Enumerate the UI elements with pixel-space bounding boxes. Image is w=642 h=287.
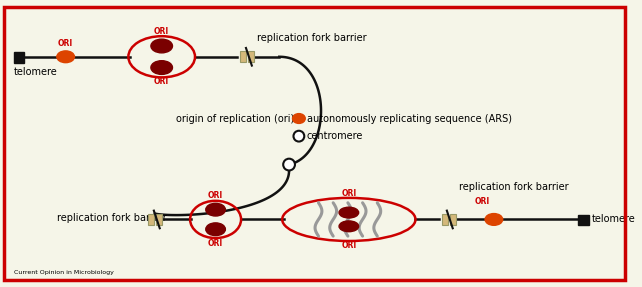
Text: autonomously replicating sequence (ARS): autonomously replicating sequence (ARS) [307,114,512,123]
Text: replication fork barrier: replication fork barrier [257,33,367,43]
Text: ORI: ORI [342,189,356,198]
Bar [248,51,254,62]
Text: centromere: centromere [307,131,363,141]
Ellipse shape [151,61,173,74]
Text: ORI: ORI [58,39,73,48]
Bar [442,214,448,225]
Ellipse shape [293,131,304,141]
Text: replication fork barrier: replication fork barrier [57,214,166,224]
Text: Current Opinion in Microbiology: Current Opinion in Microbiology [13,270,114,275]
Text: ORI: ORI [474,197,490,206]
Ellipse shape [339,221,359,232]
Ellipse shape [293,114,305,123]
Text: ORI: ORI [154,77,169,86]
Bar [450,214,456,225]
Text: telomere: telomere [592,214,636,224]
Ellipse shape [339,207,359,218]
Bar [13,52,24,63]
Ellipse shape [57,51,74,63]
Ellipse shape [485,214,503,225]
Text: ORI: ORI [154,27,169,36]
Bar [240,51,246,62]
Ellipse shape [206,223,225,236]
Bar [578,215,589,225]
Ellipse shape [283,159,295,170]
Bar [156,214,162,225]
Text: ORI: ORI [208,239,223,248]
Ellipse shape [206,203,225,216]
Text: telomere: telomere [13,67,58,77]
Text: ORI: ORI [342,241,356,250]
Text: replication fork barrier: replication fork barrier [458,182,568,192]
Text: origin of replication (ori): origin of replication (ori) [176,114,294,123]
Text: ORI: ORI [208,191,223,200]
Bar [148,214,154,225]
Ellipse shape [151,39,173,53]
